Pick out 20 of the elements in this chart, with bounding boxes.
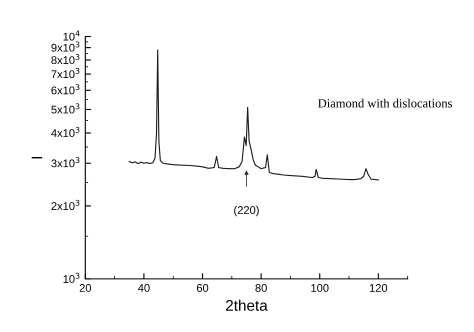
y-axis-title: I — [32, 156, 42, 158]
y-tick-label: 9x10$^{3}$ — [51, 42, 80, 52]
y-tick-label: 7x10$^{3}$ — [51, 68, 80, 78]
x-tick-label: 40 — [138, 284, 150, 292]
y-tick-label: 8x10$^{3}$ — [51, 54, 80, 64]
y-tick-label: 10$^{3}$ — [64, 272, 80, 283]
x-tick-label: 100 — [311, 284, 329, 292]
y-tick-label: 10$^{4}$ — [64, 30, 80, 41]
y-tick-label: 6x10$^{3}$ — [51, 84, 80, 94]
annotation: Diamond with dislocations — [318, 98, 452, 108]
x-axis-title: 2theta — [226, 300, 268, 311]
x-tick-label: 80 — [255, 284, 267, 292]
y-tick-label: 5x10$^{3}$ — [51, 103, 80, 114]
x-tick-label: 60 — [196, 284, 208, 292]
y-tick-label: 3x10$^{3}$ — [51, 157, 80, 168]
x-tick-label: 20 — [80, 284, 92, 292]
y-tick-label: 4x10$^{3}$ — [51, 126, 80, 138]
annotation: (220) — [234, 206, 259, 216]
y-tick-label: 2x10$^{3}$ — [51, 200, 80, 210]
x-tick-label: 120 — [370, 284, 388, 292]
